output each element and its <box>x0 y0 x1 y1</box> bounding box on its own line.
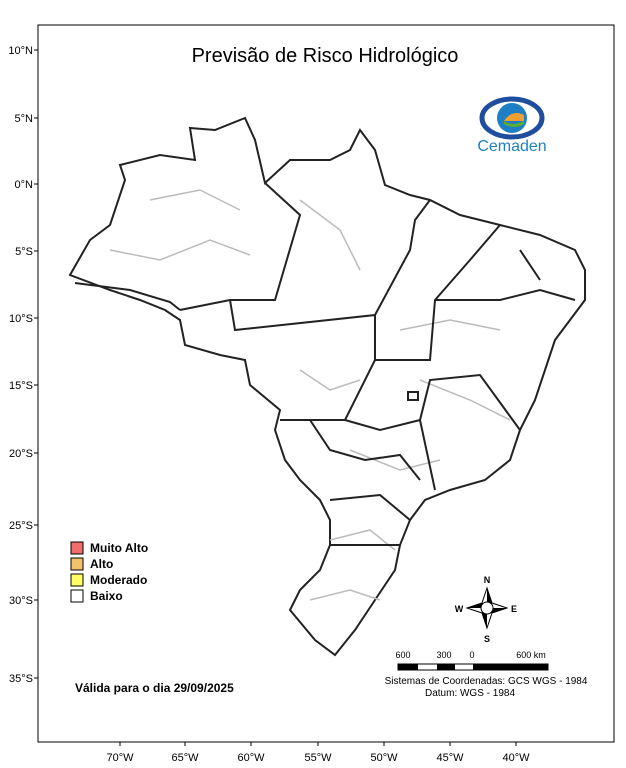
compass-center <box>480 601 494 615</box>
compass-north: N <box>484 575 491 585</box>
legend: Muito Alto Alto Moderado Baixo <box>70 541 148 603</box>
legend-label: Muito Alto <box>90 541 148 555</box>
latitude-label: 15°S <box>9 380 33 392</box>
legend-swatch <box>70 589 84 603</box>
datum: Datum: WGS - 1984 <box>425 688 515 699</box>
longitude-axis: 70°W 65°W 60°W 55°W 50°W 45°W 40°W <box>106 742 530 764</box>
latitude-axis: 10°N 5°N 0°N 5°S 10°S 15°S 20°S 25°S 30°S 35°S <box>8 45 38 685</box>
logo-mark <box>504 121 524 127</box>
compass-west: W <box>455 604 464 614</box>
latitude-label: 10°S <box>9 313 33 325</box>
legend-swatch <box>70 557 84 571</box>
latitude-label: 10°N <box>8 45 33 57</box>
validity-date: Válida para o dia 29/09/2025 <box>75 681 234 695</box>
longitude-label: 70°W <box>106 752 134 764</box>
longitude-label: 65°W <box>171 752 199 764</box>
scale-bar-segment <box>398 664 418 670</box>
scale-bar-segment <box>437 664 455 670</box>
state-lines <box>74 182 576 546</box>
latitude-label: 20°S <box>9 448 33 460</box>
scale-bar: 600 300 0 600 km <box>395 650 549 671</box>
longitude-label: 55°W <box>304 752 332 764</box>
legend-label: Moderado <box>90 573 147 587</box>
compass: N S E W <box>455 575 517 644</box>
latitude-label: 5°S <box>15 246 33 258</box>
longitude-label: 50°W <box>370 752 398 764</box>
scale-label: 300 <box>436 650 451 660</box>
scale-bar-segment <box>473 664 548 670</box>
longitude-label: 45°W <box>436 752 464 764</box>
scale-label: 0 <box>469 650 474 660</box>
longitude-label: 40°W <box>502 752 530 764</box>
scale-label: 600 <box>395 650 410 660</box>
logo-mark <box>504 113 524 121</box>
coordinate-system: Sistemas de Coordenadas: GCS WGS - 1984 <box>385 676 588 687</box>
municipality-borders <box>109 189 511 601</box>
legend-swatch <box>70 573 84 587</box>
latitude-label: 0°N <box>15 179 34 191</box>
latitude-label: 5°N <box>15 113 34 125</box>
longitude-label: 60°W <box>237 752 265 764</box>
logo-eye <box>479 96 545 140</box>
state-borders <box>74 182 576 546</box>
region-borders <box>109 189 511 601</box>
legend-label: Alto <box>90 557 113 571</box>
compass-rose <box>467 588 507 628</box>
brazil-map <box>68 116 586 657</box>
federal-district <box>407 391 419 401</box>
logo: Cemaden <box>477 96 547 155</box>
legend-label: Baixo <box>90 589 123 603</box>
latitude-label: 25°S <box>9 520 33 532</box>
latitude-label: 30°S <box>9 595 33 607</box>
scale-label: 600 km <box>516 650 546 660</box>
map-title: Previsão de Risco Hidrológico <box>192 45 459 67</box>
legend-swatch <box>70 541 84 555</box>
compass-south: S <box>484 634 490 644</box>
latitude-label: 35°S <box>9 673 33 685</box>
compass-east: E <box>511 604 517 614</box>
logo-text: Cemaden <box>477 138 546 155</box>
